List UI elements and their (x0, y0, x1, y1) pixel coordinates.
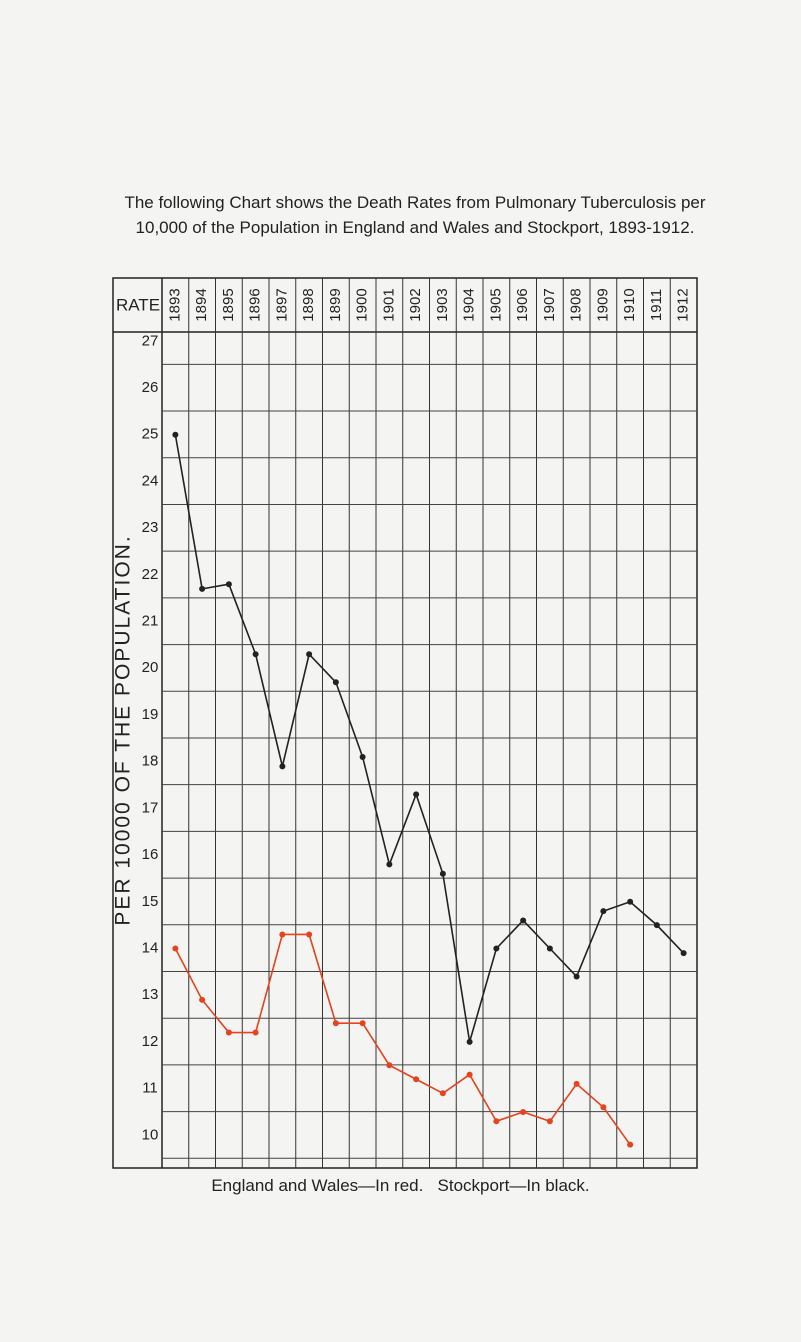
x-tick-label: 1906 (514, 288, 531, 321)
data-point (627, 898, 634, 905)
corner-label: RATE (116, 295, 160, 314)
data-point (225, 1029, 232, 1036)
x-tick-label: 1902 (407, 288, 424, 321)
series-line (174, 434, 685, 1043)
data-point (225, 581, 232, 588)
x-tick-label: 1903 (434, 288, 451, 321)
y-tick-label: 21 (142, 613, 159, 630)
data-point (520, 1108, 527, 1115)
y-tick-label: 16 (142, 846, 159, 863)
data-point (546, 1118, 553, 1125)
data-point (439, 1090, 446, 1097)
data-point (199, 996, 206, 1003)
data-point (546, 945, 553, 952)
x-tick-label: 1901 (380, 288, 397, 321)
x-tick-label: 1897 (273, 288, 290, 321)
data-point (252, 651, 259, 658)
data-point (466, 1071, 473, 1078)
x-tick-label: 1910 (621, 288, 638, 321)
series-line (174, 933, 631, 1146)
data-point (172, 431, 179, 438)
data-point (439, 870, 446, 877)
x-tick-label: 1899 (327, 288, 344, 321)
y-tick-label: 10 (142, 1126, 159, 1143)
data-point (359, 1020, 366, 1027)
legend-note: England and Wales—In red. Stockport—In b… (211, 1176, 590, 1195)
data-point (573, 1080, 580, 1087)
data-point (359, 754, 366, 761)
y-tick-label: 12 (142, 1033, 159, 1050)
x-tick-label: 1904 (461, 288, 478, 321)
data-point (493, 1118, 500, 1125)
y-tick-label: 25 (142, 426, 159, 443)
x-tick-label: 1895 (220, 288, 237, 321)
y-tick-label: 22 (142, 566, 159, 583)
data-point (386, 1062, 393, 1069)
data-point (680, 950, 687, 957)
y-tick-label: 20 (142, 659, 159, 676)
data-point (332, 679, 339, 686)
data-point (627, 1141, 634, 1148)
data-point (172, 945, 179, 952)
y-axis-label: PER 10000 OF THE POPULATION. (112, 534, 135, 925)
y-tick-label: 23 (142, 519, 159, 536)
data-point (306, 931, 313, 938)
data-point (386, 861, 393, 868)
y-tick-label: 17 (142, 799, 159, 816)
data-point (493, 945, 500, 952)
data-point (252, 1029, 259, 1036)
x-tick-label: 1896 (247, 288, 264, 321)
y-tick-label: 26 (142, 379, 159, 396)
y-tick-label: 27 (142, 332, 159, 349)
y-tick-label: 15 (142, 893, 159, 910)
x-tick-label: 1907 (541, 288, 558, 321)
data-point (600, 1104, 607, 1111)
x-tick-label: 1908 (568, 288, 585, 321)
y-tick-label: 19 (142, 706, 159, 723)
data-point (332, 1020, 339, 1027)
data-point (600, 908, 607, 915)
x-tick-label: 1909 (594, 288, 611, 321)
data-point (520, 917, 527, 924)
y-tick-label: 11 (142, 1080, 158, 1097)
data-point (306, 651, 313, 658)
x-tick-label: 1898 (300, 288, 317, 321)
data-point (413, 791, 420, 798)
x-tick-label: 1893 (166, 288, 183, 321)
y-tick-label: 18 (142, 753, 159, 770)
y-tick-label: 13 (142, 986, 159, 1003)
data-point (413, 1076, 420, 1083)
data-point (279, 931, 286, 938)
x-tick-label: 1894 (193, 288, 210, 321)
x-tick-label: 1905 (487, 288, 504, 321)
data-point (199, 585, 206, 592)
y-tick-label: 24 (142, 472, 159, 489)
data-point (466, 1038, 473, 1045)
data-point (573, 973, 580, 980)
data-point (279, 763, 286, 770)
frame (112, 277, 698, 1169)
chart-title: The following Chart shows the Death Rate… (124, 193, 706, 237)
x-tick-label: 1900 (354, 288, 371, 321)
y-tick-label: 14 (142, 939, 159, 956)
data-point (653, 922, 660, 929)
x-tick-label: 1911 (648, 289, 665, 321)
x-tick-label: 1912 (675, 288, 692, 321)
